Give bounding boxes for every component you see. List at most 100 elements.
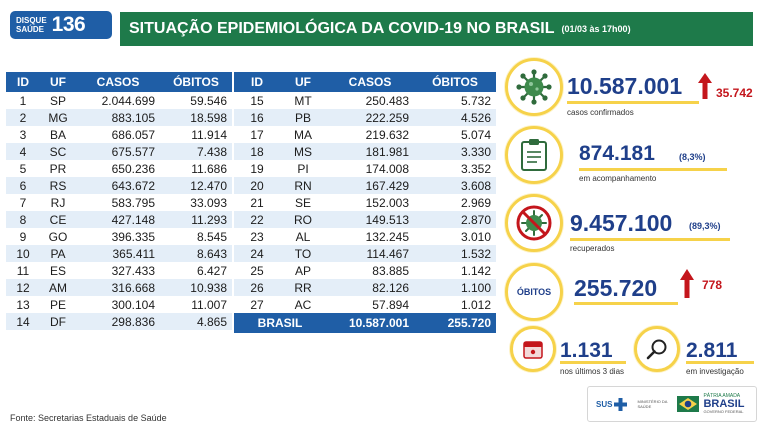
row-uf: SE	[280, 194, 326, 211]
recent-deaths-value: 1.131	[560, 339, 613, 362]
row-cases: 883.105	[76, 109, 160, 126]
row-uf: RJ	[40, 194, 76, 211]
row-id: 18	[234, 143, 280, 160]
confirmed-delta: 35.742	[716, 86, 753, 100]
total-label: BRASIL	[234, 313, 326, 333]
table-row: 9 GO 396.335 8.545	[6, 228, 232, 245]
row-deaths: 3.352	[414, 160, 496, 177]
states-table-right: ID UF CASOS ÓBITOS 15 MT 250.483 5.732 16 PB 2…	[234, 72, 496, 333]
row-id: 26	[234, 279, 280, 296]
row-deaths: 5.732	[414, 92, 496, 109]
table-row: 18 MS 181.981 3.330	[234, 143, 496, 160]
row-cases: 167.429	[326, 177, 414, 194]
clipboard-icon	[521, 139, 547, 171]
table-row: 16 PB 222.259 4.526	[234, 109, 496, 126]
row-deaths: 6.427	[160, 262, 232, 279]
table-body-left: 1 SP 2.044.699 59.546 2 MG 883.105 18.598 3 BA 686…	[6, 92, 232, 330]
row-cases: 222.259	[326, 109, 414, 126]
recovered-pct: (89,3%)	[689, 221, 721, 231]
row-cases: 219.632	[326, 126, 414, 143]
divider-bar	[579, 168, 727, 171]
disque-saude-logo: DISQUE SAÚDE 136	[10, 11, 112, 39]
row-deaths: 11.914	[160, 126, 232, 143]
row-deaths: 10.938	[160, 279, 232, 296]
row-cases: 250.483	[326, 92, 414, 109]
row-id: 2	[6, 109, 40, 126]
row-uf: GO	[40, 228, 76, 245]
header-deaths: ÓBITOS	[414, 72, 496, 92]
brasil-logo: PÁTRIA AMADA BRASIL GOVERNO FEDERAL	[703, 392, 744, 416]
table-row: 21 SE 152.003 2.969	[234, 194, 496, 211]
row-cases: 83.885	[326, 262, 414, 279]
row-uf: MT	[280, 92, 326, 109]
row-cases: 2.044.699	[76, 92, 160, 109]
row-cases: 57.894	[326, 296, 414, 313]
row-deaths: 3.608	[414, 177, 496, 194]
row-deaths: 11.686	[160, 160, 232, 177]
row-deaths: 4.865	[160, 313, 232, 330]
total-deaths: 255.720	[414, 313, 496, 333]
table-row: 1 SP 2.044.699 59.546	[6, 92, 232, 109]
table-row: 6 RS 643.672 12.470	[6, 177, 232, 194]
row-cases: 316.668	[76, 279, 160, 296]
table-row: 14 DF 298.836 4.865	[6, 313, 232, 330]
logo-line2: SAÚDE	[16, 25, 45, 34]
row-deaths: 1.142	[414, 262, 496, 279]
magnifier-icon-circle	[634, 326, 680, 372]
row-id: 8	[6, 211, 40, 228]
divider-bar	[686, 361, 754, 364]
row-uf: MS	[280, 143, 326, 160]
recovered-label: recuperados	[570, 244, 615, 253]
row-id: 24	[234, 245, 280, 262]
row-id: 17	[234, 126, 280, 143]
row-deaths: 12.470	[160, 177, 232, 194]
row-uf: DF	[40, 313, 76, 330]
monitoring-value: 874.181	[579, 142, 655, 165]
divider-bar	[574, 302, 678, 305]
table-header-row: ID UF CASOS ÓBITOS	[234, 72, 496, 92]
table-row: 12 AM 316.668 10.938	[6, 279, 232, 296]
row-id: 10	[6, 245, 40, 262]
header-cases: CASOS	[76, 72, 160, 92]
virus-crossed-icon	[516, 205, 552, 241]
recovered-value: 9.457.100	[570, 210, 673, 236]
row-cases: 583.795	[76, 194, 160, 211]
header-cases: CASOS	[326, 72, 414, 92]
row-id: 22	[234, 211, 280, 228]
table-row: 19 PI 174.008 3.352	[234, 160, 496, 177]
row-uf: SC	[40, 143, 76, 160]
table-row: 26 RR 82.126 1.100	[234, 279, 496, 296]
title-banner: SITUAÇÃO EPIDEMIOLÓGICA DA COVID-19 NO B…	[120, 12, 753, 46]
row-deaths: 1.012	[414, 296, 496, 313]
confirmed-cases-value: 10.587.001	[567, 73, 683, 99]
logo-line1: DISQUE	[16, 16, 47, 25]
row-id: 11	[6, 262, 40, 279]
row-cases: 149.513	[326, 211, 414, 228]
row-id: 27	[234, 296, 280, 313]
row-deaths: 3.010	[414, 228, 496, 245]
row-deaths: 59.546	[160, 92, 232, 109]
table-row: 4 SC 675.577 7.438	[6, 143, 232, 160]
table-body-right: 15 MT 250.483 5.732 16 PB 222.259 4.526 17 MA 219.…	[234, 92, 496, 313]
row-cases: 650.236	[76, 160, 160, 177]
header-uf: UF	[280, 72, 326, 92]
row-deaths: 4.526	[414, 109, 496, 126]
row-id: 25	[234, 262, 280, 279]
calendar-icon-circle	[510, 326, 556, 372]
row-id: 21	[234, 194, 280, 211]
deaths-delta: 778	[702, 278, 723, 292]
row-uf: AM	[40, 279, 76, 296]
divider-bar	[570, 238, 730, 241]
row-uf: RR	[280, 279, 326, 296]
row-uf: SP	[40, 92, 76, 109]
row-id: 15	[234, 92, 280, 109]
row-cases: 298.836	[76, 313, 160, 330]
row-uf: MA	[280, 126, 326, 143]
row-id: 5	[6, 160, 40, 177]
row-cases: 300.104	[76, 296, 160, 313]
table-row: 11 ES 327.433 6.427	[6, 262, 232, 279]
brasil-line3: GOVERNO FEDERAL	[703, 409, 744, 414]
confirmed-label: casos confirmados	[567, 108, 634, 117]
table-row: 3 BA 686.057 11.914	[6, 126, 232, 143]
row-deaths: 11.007	[160, 296, 232, 313]
